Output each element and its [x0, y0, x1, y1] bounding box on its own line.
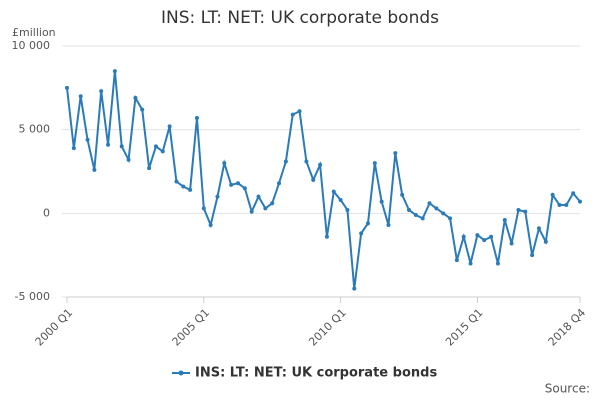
point	[386, 223, 391, 228]
point	[140, 107, 145, 112]
point	[133, 95, 138, 100]
point	[338, 197, 343, 202]
point	[543, 239, 548, 244]
point	[536, 226, 541, 231]
y-tick-label: -5 000	[15, 290, 50, 303]
point	[263, 206, 268, 211]
point	[372, 161, 377, 166]
point	[318, 162, 323, 167]
point	[242, 186, 247, 191]
point	[174, 179, 179, 184]
x-tick-label: 2000 Q1	[33, 306, 76, 349]
y-unit: £million	[12, 26, 56, 39]
chart-title: INS: LT: NET: UK corporate bonds	[161, 8, 439, 28]
point	[99, 89, 104, 94]
y-tick-label: 0	[43, 206, 50, 219]
point	[290, 112, 295, 117]
x-tick-label: 2015 Q1	[443, 306, 486, 349]
point	[461, 234, 466, 239]
point	[441, 211, 446, 216]
point	[523, 209, 528, 214]
point	[297, 109, 302, 114]
point	[126, 157, 131, 162]
point	[407, 207, 411, 212]
point	[468, 261, 473, 266]
point	[331, 189, 336, 194]
point	[236, 181, 240, 186]
point	[578, 199, 582, 204]
point	[427, 201, 432, 206]
legend-marker	[178, 370, 184, 376]
point	[365, 221, 370, 226]
point	[208, 223, 213, 228]
point	[181, 184, 186, 189]
point	[277, 181, 282, 186]
point	[194, 115, 199, 120]
point	[304, 159, 309, 164]
point	[92, 167, 97, 172]
point	[112, 69, 117, 74]
point	[147, 166, 152, 171]
x-tick-label: 2010 Q1	[306, 306, 349, 349]
legend-label: INS: LT: NET: UK corporate bonds	[195, 366, 437, 381]
point	[201, 206, 206, 211]
point	[85, 137, 90, 142]
point	[249, 209, 254, 214]
source: Source:	[545, 382, 590, 396]
point	[454, 258, 459, 263]
y-tick-label: 5 000	[19, 123, 51, 136]
line	[66, 71, 581, 289]
point	[345, 207, 350, 212]
point	[557, 202, 562, 207]
point	[222, 161, 227, 166]
point	[229, 182, 234, 187]
point	[270, 201, 275, 206]
point	[352, 286, 357, 291]
point	[516, 207, 521, 212]
point	[482, 238, 487, 243]
point	[324, 234, 329, 239]
point	[530, 253, 535, 258]
x-tick-label: 2018 Q4	[546, 306, 589, 349]
point	[359, 231, 364, 236]
point	[78, 94, 83, 99]
point	[502, 218, 507, 223]
point	[65, 85, 69, 90]
point	[448, 216, 453, 221]
point	[283, 159, 288, 164]
point	[413, 213, 418, 218]
x-tick-label: 2005 Q1	[170, 306, 213, 349]
point	[475, 233, 480, 238]
point	[495, 261, 500, 266]
point	[311, 177, 316, 182]
point	[153, 144, 158, 149]
point	[256, 194, 261, 199]
point	[71, 146, 76, 151]
point	[215, 194, 220, 199]
y-tick-label: 10 000	[12, 39, 51, 52]
point	[167, 124, 172, 129]
point	[160, 149, 165, 154]
point	[379, 199, 384, 204]
point	[119, 144, 124, 149]
point	[434, 206, 439, 211]
point	[420, 216, 425, 221]
point	[188, 187, 193, 192]
point	[509, 241, 514, 246]
point	[550, 192, 555, 197]
point	[571, 191, 576, 196]
point	[564, 202, 569, 207]
point	[489, 234, 494, 239]
point	[400, 192, 405, 197]
point	[106, 142, 111, 147]
point	[393, 151, 398, 156]
